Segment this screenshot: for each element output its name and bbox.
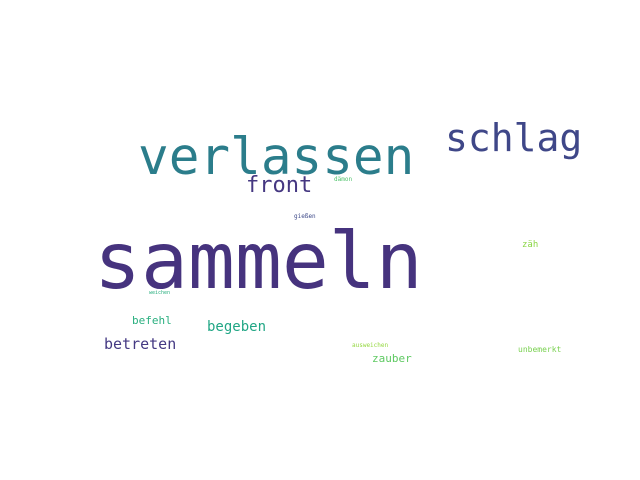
word-sammeln: sammeln xyxy=(94,217,423,307)
word-schlag: schlag xyxy=(445,116,582,160)
word-begeben: begeben xyxy=(207,319,266,335)
word-weichen: weichen xyxy=(149,290,170,296)
word-betreten: betreten xyxy=(104,335,176,353)
word-verlassen: verlassen xyxy=(138,128,414,187)
word-befehl: befehl xyxy=(132,314,172,327)
word-ausweichen: ausweichen xyxy=(352,342,389,349)
word-damon: dämon xyxy=(334,176,352,183)
word-front: front xyxy=(246,173,312,198)
word-giessen: gießen xyxy=(294,213,316,220)
word-zauber: zauber xyxy=(372,352,412,365)
word-unbemerkt: unbemerkt xyxy=(518,345,562,354)
word-zah: zäh xyxy=(522,240,538,250)
